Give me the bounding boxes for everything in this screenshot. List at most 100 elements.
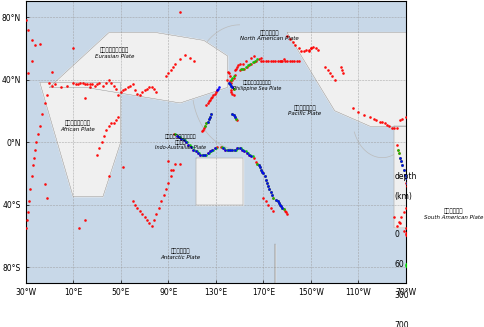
Point: [257, 55, 265, 60]
Point: [414, 221, 422, 226]
Point: [265, 186, 273, 192]
Point: [228, 85, 236, 90]
Point: [134, 205, 141, 210]
Text: 700: 700: [394, 321, 409, 327]
Point: [141, 215, 149, 220]
Point: [393, 143, 400, 148]
Point: [136, 208, 144, 214]
Point: [131, 202, 139, 207]
Point: [121, 86, 129, 92]
Point: [407, 191, 415, 196]
Point: [75, 225, 83, 231]
Point: [136, 93, 144, 98]
Point: [174, 133, 182, 138]
Point: [402, 175, 410, 181]
Point: [402, 175, 410, 181]
Point: [298, 49, 305, 54]
Point: [184, 143, 192, 148]
Point: [225, 80, 233, 85]
Point: [143, 86, 151, 92]
Text: 太平洋プレート
Pacific Plate: 太平洋プレート Pacific Plate: [288, 105, 321, 116]
Point: [205, 116, 212, 121]
Point: [205, 99, 212, 104]
Point: [276, 202, 284, 207]
Point: [396, 155, 404, 160]
Point: [230, 86, 238, 92]
Point: [119, 164, 127, 170]
Point: [264, 183, 272, 188]
Point: [204, 100, 212, 106]
Point: [280, 57, 287, 62]
Point: [400, 167, 408, 173]
Point: [212, 146, 220, 151]
Text: フィリピン海プレート
Philippine Sea Plate: フィリピン海プレート Philippine Sea Plate: [233, 80, 282, 91]
Point: [405, 323, 412, 327]
Point: [93, 82, 101, 87]
Point: [224, 147, 231, 152]
Point: [246, 152, 254, 157]
Point: [225, 80, 233, 85]
Point: [283, 58, 291, 63]
Point: [307, 46, 315, 51]
Point: [264, 58, 272, 63]
Point: [211, 146, 218, 151]
Text: depth: depth: [394, 172, 417, 181]
Point: [197, 152, 205, 157]
Point: [399, 116, 407, 121]
Point: [126, 83, 134, 88]
Point: [256, 164, 264, 170]
Point: [407, 196, 415, 201]
Point: [395, 150, 403, 156]
Text: 0: 0: [394, 230, 399, 239]
Point: [274, 58, 282, 63]
Point: [165, 158, 172, 164]
Point: [197, 152, 204, 157]
Point: [197, 152, 204, 157]
Point: [226, 82, 234, 87]
Point: [245, 63, 253, 68]
Point: [187, 144, 195, 149]
Point: [236, 146, 243, 151]
Point: [233, 64, 241, 70]
Point: [227, 83, 235, 88]
Point: [228, 75, 236, 80]
Point: [230, 113, 238, 118]
Point: [176, 161, 184, 166]
Point: [288, 58, 296, 63]
Point: [213, 88, 221, 93]
Point: [207, 111, 215, 116]
Point: [231, 147, 239, 152]
Point: [88, 82, 96, 87]
Point: [262, 177, 270, 182]
Point: [262, 177, 270, 182]
Point: [278, 205, 286, 210]
Point: [259, 58, 267, 63]
Point: [210, 93, 217, 98]
Point: [261, 174, 269, 179]
Point: [232, 66, 240, 71]
Point: [202, 152, 210, 157]
Point: [246, 61, 254, 66]
Point: [223, 147, 230, 152]
Point: [169, 167, 177, 173]
Point: [193, 149, 201, 154]
Point: [393, 224, 400, 229]
Point: [390, 125, 398, 130]
Point: [396, 221, 404, 226]
Point: [405, 262, 412, 267]
Point: [227, 83, 235, 88]
Point: [432, 230, 439, 235]
Text: アフリカプレート
African Plate: アフリカプレート African Plate: [60, 121, 95, 132]
Point: [31, 43, 39, 48]
Point: [110, 121, 118, 126]
Point: [286, 36, 293, 42]
Point: [227, 89, 235, 95]
Point: [286, 58, 293, 63]
Point: [400, 167, 408, 173]
Point: [192, 149, 199, 154]
Point: [175, 135, 183, 140]
Point: [254, 161, 261, 166]
Point: [141, 88, 149, 93]
Point: [248, 55, 256, 60]
Point: [219, 146, 227, 151]
